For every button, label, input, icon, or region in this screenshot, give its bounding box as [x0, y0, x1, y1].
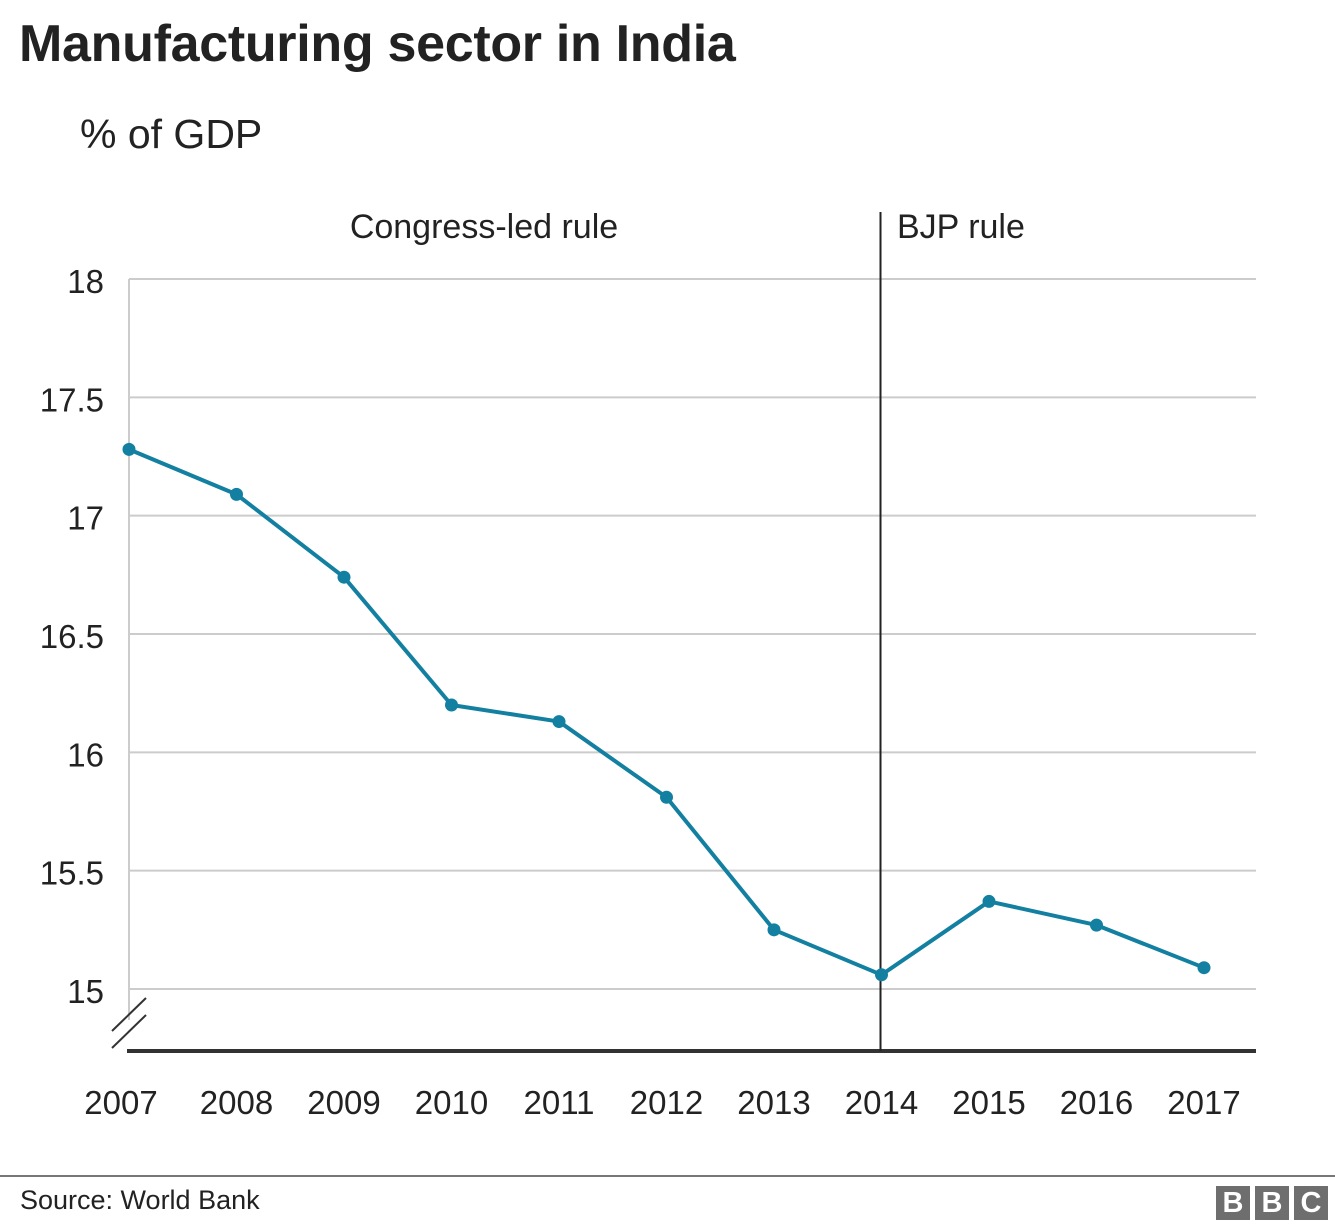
x-tick-label: 2008 [200, 1084, 273, 1121]
chart-subtitle: % of GDP [80, 111, 263, 157]
gridlines [129, 278, 1256, 990]
data-point [552, 715, 566, 729]
data-point [445, 698, 458, 712]
data-point [337, 570, 351, 584]
bbc-logo-letter: B [1216, 1186, 1250, 1220]
y-tick-label: 18 [67, 263, 104, 300]
data-point [875, 968, 888, 982]
x-tick-label: 2017 [1167, 1084, 1240, 1121]
axis-break-icon [111, 997, 147, 1049]
axis-break-mark [111, 1014, 147, 1049]
x-tick-label: 2012 [630, 1084, 703, 1121]
x-tick-label: 2010 [415, 1084, 488, 1121]
x-tick-label: 2011 [524, 1084, 595, 1121]
x-tick-label: 2013 [737, 1084, 810, 1121]
axis-break-mark [111, 997, 147, 1032]
annotation-congress-rule: Congress-led rule [350, 208, 618, 246]
x-tick-label: 2014 [845, 1084, 918, 1121]
series-line [127, 447, 1206, 977]
x-tick-label: 2015 [952, 1084, 1025, 1121]
y-tick-label: 15 [67, 973, 104, 1010]
data-point [660, 790, 673, 804]
bbc-logo-letter: B [1255, 1186, 1289, 1220]
data-point [230, 487, 243, 501]
footer-divider [0, 1175, 1335, 1177]
x-axis-ticks: 2007 2008 2009 2010 2011 2012 2013 2014 2015 2016… [84, 1084, 1240, 1121]
y-tick-label: 15.5 [40, 855, 104, 892]
data-point [122, 442, 136, 456]
y-tick-label: 17 [67, 500, 104, 537]
data-point [1090, 918, 1103, 932]
bbc-logo: B B C [1216, 1186, 1328, 1220]
data-point [767, 923, 781, 937]
series-manufacturing [122, 442, 1211, 982]
y-axis-ticks: 18 17.5 17 16.5 16 15.5 15 [40, 263, 104, 1010]
x-tick-label: 2016 [1060, 1084, 1133, 1121]
x-tick-label: 2007 [84, 1084, 157, 1121]
data-point [982, 894, 996, 908]
y-tick-label: 17.5 [40, 381, 104, 418]
chart-title: Manufacturing sector in India [19, 15, 736, 73]
y-tick-label: 16 [67, 736, 104, 773]
bbc-logo-letter: C [1294, 1186, 1328, 1220]
x-tick-label: 2009 [307, 1084, 380, 1121]
line-chart: 18 17.5 17 16.5 16 15.5 15 Congress-led rule B… [40, 208, 1256, 1121]
source-note: Source: World Bank [20, 1185, 260, 1215]
annotation-bjp-rule: BJP rule [897, 208, 1025, 246]
y-tick-label: 16.5 [40, 618, 104, 655]
data-point [1197, 961, 1211, 975]
